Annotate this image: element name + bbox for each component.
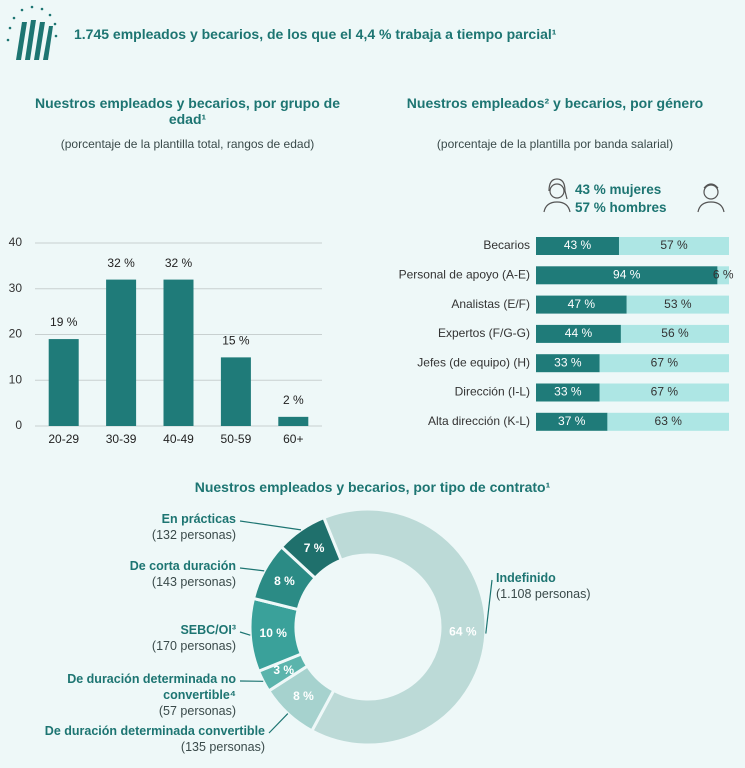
- category-detail: (143 personas): [151, 575, 236, 589]
- leader-line: [239, 567, 265, 572]
- y-tick-label: Alta dirección (K-L): [428, 414, 530, 428]
- value-label: 67 %: [651, 385, 679, 399]
- bar-segment: [618, 237, 729, 255]
- y-tick-label: Expertos (F/G-G): [438, 326, 530, 340]
- leader-line: [268, 713, 289, 734]
- value-label: 19 %: [50, 315, 78, 329]
- bar-segment: [536, 237, 619, 255]
- category-label: De duración determinada no convertible⁴: [67, 672, 236, 702]
- value-label: 56 %: [661, 326, 689, 340]
- leader-line: [239, 631, 251, 636]
- bar-segment: [620, 324, 729, 343]
- bar: [220, 357, 251, 426]
- bar-segment: [536, 383, 600, 402]
- y-tick-label: Analistas (E/F): [451, 297, 530, 311]
- y-tick-label: 20: [9, 327, 23, 341]
- bar-segment: [536, 324, 621, 343]
- bar-segment: [599, 354, 729, 373]
- bar-segment: [536, 266, 718, 285]
- value-label: 57 %: [660, 238, 688, 252]
- bar-segment: [536, 295, 627, 314]
- value-label: 7 %: [304, 541, 325, 555]
- chart-subtitle: (porcentaje de la plantilla por banda sa…: [436, 137, 674, 151]
- chart-title: Nuestros empleados² y becarios, por géne…: [406, 95, 704, 111]
- value-label: 3 %: [273, 663, 294, 677]
- bar-segment: [599, 383, 729, 402]
- bar-segment: [607, 412, 729, 431]
- value-label: 94 %: [613, 267, 641, 281]
- donut-label: Indefinido (1.108 personas): [496, 570, 591, 602]
- category-detail: (57 personas): [158, 704, 236, 718]
- x-tick-label: 60+: [283, 432, 303, 446]
- donut-label: De corta duración (143 personas): [130, 558, 236, 590]
- x-tick-label: 40-49: [163, 432, 194, 446]
- value-label: 37 %: [558, 414, 586, 428]
- bar-segment: [717, 266, 729, 285]
- bar: [48, 339, 79, 426]
- value-label: 53 %: [664, 297, 692, 311]
- value-label: 32 %: [165, 256, 193, 270]
- category-detail: (170 personas): [151, 639, 236, 653]
- x-tick-label: 20-29: [48, 432, 79, 446]
- category-detail: (135 personas): [180, 740, 265, 754]
- man-icon: [697, 183, 725, 213]
- donut-label: De duración determinada convertible (135 …: [45, 723, 265, 755]
- value-label: 44 %: [565, 326, 593, 340]
- category-label: SEBC/OI³: [180, 623, 236, 637]
- category-detail: (132 personas): [151, 528, 236, 542]
- category-label: De corta duración: [129, 559, 236, 573]
- value-label: 33 %: [554, 385, 582, 399]
- value-label: 6 %: [713, 267, 734, 281]
- x-tick-label: 30-39: [106, 432, 137, 446]
- category-detail: (1.108 personas): [496, 587, 591, 601]
- leader-line: [239, 520, 302, 531]
- y-tick-label: 40: [9, 235, 23, 249]
- y-tick-label: 10: [9, 372, 23, 386]
- y-tick-label: 30: [9, 281, 23, 295]
- y-tick-label: 0: [15, 418, 22, 432]
- donut-label: SEBC/OI³ (170 personas): [152, 622, 236, 654]
- y-tick-label: Jefes (de equipo) (H): [417, 355, 530, 369]
- value-label: 10 %: [260, 626, 288, 640]
- bar: [163, 279, 194, 426]
- woman-icon: [543, 178, 571, 213]
- value-label: 63 %: [655, 414, 683, 428]
- bar: [106, 279, 137, 426]
- y-tick-label: Becarios: [483, 238, 530, 252]
- category-label: Indefinido: [496, 571, 556, 585]
- bar-segment: [536, 412, 608, 431]
- value-label: 8 %: [274, 574, 295, 588]
- value-label: 33 %: [554, 355, 582, 369]
- y-tick-label: Personal de apoyo (A-E): [399, 267, 530, 281]
- donut-segment: [279, 515, 343, 581]
- value-label: 43 %: [564, 238, 592, 252]
- category-label: En prácticas: [161, 512, 236, 526]
- legend-entry: 43 % mujeres: [575, 182, 662, 197]
- value-label: 47 %: [568, 297, 596, 311]
- legend-entry: 57 % hombres: [575, 200, 667, 215]
- chart-subtitle: (porcentaje de la plantilla total, rango…: [60, 137, 315, 151]
- bar: [278, 416, 309, 426]
- value-label: 67 %: [651, 355, 679, 369]
- donut-label: De duración determinada no convertible⁴ (…: [21, 671, 236, 719]
- chart-title: Nuestros empleados y becarios, por tipo …: [194, 479, 551, 495]
- value-label: 32 %: [107, 256, 135, 270]
- value-label: 8 %: [293, 689, 314, 703]
- logo: [6, 5, 58, 60]
- donut-segment: [309, 507, 488, 747]
- value-label: 64 %: [449, 624, 477, 638]
- value-label: 15 %: [222, 334, 250, 348]
- bar-segment: [536, 354, 600, 373]
- page-title: 1.745 empleados y becarios, de los que e…: [74, 26, 557, 42]
- value-label: 2 %: [283, 393, 304, 407]
- bar-segment: [626, 295, 729, 314]
- y-tick-label: Dirección (I-L): [455, 385, 530, 399]
- category-label: De duración determinada convertible: [44, 724, 265, 738]
- donut-label: En prácticas (132 personas): [152, 511, 236, 543]
- chart-title: Nuestros empleados y becarios, por grupo…: [35, 95, 340, 127]
- x-tick-label: 50-59: [221, 432, 252, 446]
- leader-line: [485, 579, 493, 634]
